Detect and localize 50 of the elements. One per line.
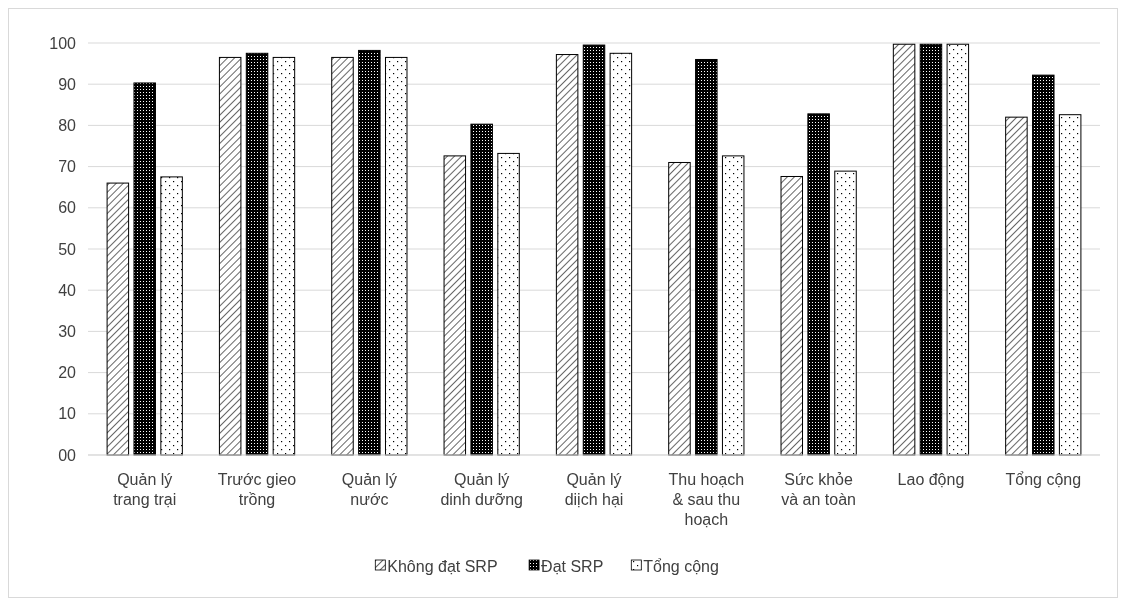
bar <box>497 152 520 456</box>
y-tick-label: 40 <box>58 281 77 299</box>
x-tick-label: Quản lý diịch hại <box>564 471 624 508</box>
bar <box>892 43 916 456</box>
x-tick-label: Thu hoạch & sau thu hoạch <box>668 471 745 528</box>
bar <box>668 161 691 456</box>
bar <box>160 176 183 456</box>
bar <box>245 52 269 456</box>
bar <box>555 54 579 456</box>
x-tick-label: Lao động <box>897 471 965 488</box>
y-tick-label: 60 <box>58 199 77 217</box>
bar <box>384 56 408 456</box>
bar <box>946 43 970 456</box>
y-tick-label: 80 <box>58 117 77 134</box>
bar <box>133 82 156 456</box>
bar <box>721 155 745 456</box>
legend-label: Đạt SRP <box>541 557 604 575</box>
y-tick-label: 70 <box>58 158 77 176</box>
bar <box>272 56 296 456</box>
bar <box>780 175 804 456</box>
legend-label: Tổng cộng <box>643 557 719 575</box>
bar <box>919 43 943 456</box>
bar <box>609 52 633 456</box>
bar <box>582 44 606 456</box>
bar <box>807 113 830 456</box>
y-tick-label: 100 <box>49 34 77 52</box>
bar <box>1058 114 1082 456</box>
bar <box>358 49 381 456</box>
bar <box>331 56 354 456</box>
x-tick-label: Quản lý trang trại <box>113 471 177 508</box>
bar <box>1005 116 1028 456</box>
legend-label: Không đạt SRP <box>387 557 498 575</box>
y-tick-label: 20 <box>58 364 77 382</box>
y-tick-label: 50 <box>58 240 77 258</box>
y-tick-label: 00 <box>58 446 77 464</box>
bar <box>834 170 857 456</box>
y-tick-label: 10 <box>58 405 77 423</box>
bar <box>1032 74 1055 456</box>
x-tick-label: Tổng cộng <box>1005 471 1082 488</box>
y-tick-label: 30 <box>58 323 77 340</box>
x-tick-label: Sức khỏe và an toàn <box>781 471 857 508</box>
x-tick-label: Quản lý dinh dưỡng <box>440 471 523 508</box>
x-tick-label: Quản lý nước <box>341 471 397 508</box>
bar <box>470 123 493 456</box>
bar <box>106 182 130 456</box>
y-tick-label: 90 <box>58 75 77 93</box>
x-tick-label: Trước gieo trồng <box>217 471 297 508</box>
bar <box>218 56 242 456</box>
bar <box>443 155 467 456</box>
bar <box>695 58 718 456</box>
